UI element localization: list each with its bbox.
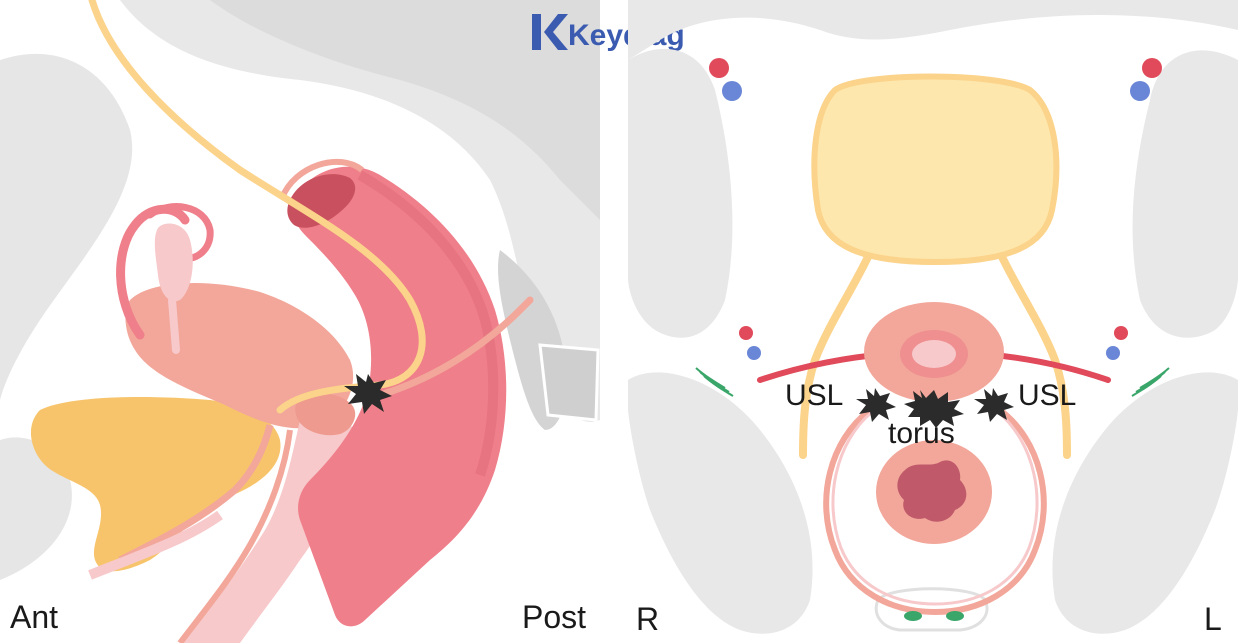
endometriosis-lesion-usl-right-icon — [856, 388, 896, 422]
artery-left-upper — [1142, 58, 1162, 78]
rectum-rim — [279, 158, 364, 200]
pubic-bone — [0, 53, 133, 400]
bladder — [30, 397, 281, 572]
cervix — [295, 393, 356, 436]
urethra-lower — [88, 510, 223, 580]
vein-right-lower — [747, 346, 761, 360]
cervix-canal — [912, 340, 956, 368]
label-torus: torus — [888, 417, 955, 450]
uterus — [125, 282, 354, 429]
coccyx-tip — [538, 343, 600, 422]
ovary — [154, 223, 193, 302]
panel-divider — [600, 0, 628, 643]
iliac-wing-left — [1132, 50, 1238, 338]
rectum-lumen — [287, 174, 356, 228]
rectum — [293, 166, 507, 627]
endometriosis-lesion-usl-left-icon — [974, 388, 1014, 422]
pubic-lower — [0, 437, 72, 580]
endometriosis-lesion-torus-icon — [904, 390, 964, 428]
rectum-shade — [357, 170, 499, 477]
vaginal-wall — [177, 429, 293, 643]
label-anterior: Ant — [10, 599, 58, 635]
vagina — [180, 417, 355, 643]
mesorectum-loop — [823, 407, 1047, 616]
perineal-mark-left — [946, 611, 964, 621]
label-posterior: Post — [522, 599, 586, 635]
endometriosis-lesion-sagittal-icon — [344, 374, 392, 414]
perineal-mark-right — [904, 611, 922, 621]
ovarian-ligament — [168, 296, 180, 354]
soft-tissue-shadow — [210, 0, 600, 220]
label-right: R — [636, 601, 659, 637]
iliac-wing-right — [628, 48, 733, 338]
ureter-left — [986, 226, 1071, 459]
ischium-left — [1052, 372, 1238, 634]
rectum-axial-lumen — [897, 460, 967, 522]
nerve-left — [1131, 367, 1170, 397]
artery-right-upper — [709, 58, 729, 78]
vein-left-upper — [1130, 81, 1150, 101]
uterosacral-ligament — [376, 296, 534, 399]
vein-right-upper — [722, 81, 742, 101]
axial-view: USL USL torus R L — [628, 0, 1238, 637]
bladder-axial — [811, 73, 1060, 266]
urethra — [118, 424, 274, 564]
sagittal-view: Ant Post — [0, 0, 600, 643]
mesorectum-loop-inner — [831, 410, 1039, 606]
artery-right-lower — [739, 326, 753, 340]
ureter-right — [799, 226, 884, 459]
vein-left-lower — [1106, 346, 1120, 360]
ovary-fimbria — [146, 203, 214, 263]
label-usl-left: USL — [1018, 379, 1076, 412]
ischium-right — [628, 372, 813, 634]
keydiag-k-logo — [532, 14, 568, 50]
label-usl-right: USL — [785, 379, 843, 412]
pelvis-top-arch — [628, 0, 1238, 60]
artery-left-lower — [1114, 326, 1128, 340]
nerve-right — [695, 367, 734, 397]
label-left: L — [1204, 601, 1222, 637]
